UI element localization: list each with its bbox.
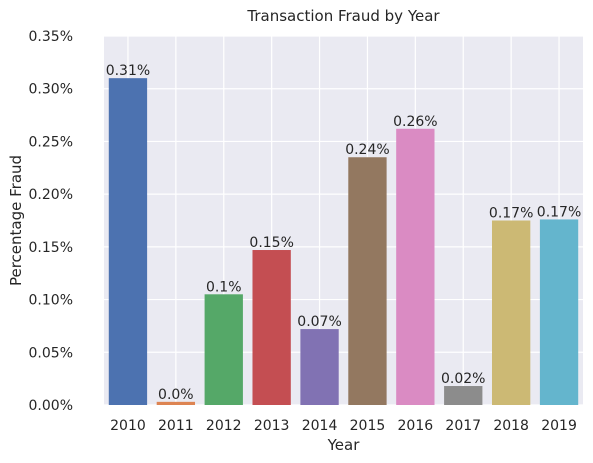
bar-2011 (156, 401, 196, 405)
x-tick-label: 2010 (110, 418, 146, 434)
y-tick-label: 0.35% (29, 29, 73, 45)
y-axis-title: Percentage Fraud (7, 155, 25, 286)
x-tick-label: 2014 (302, 418, 338, 434)
y-tick-label: 0.15% (29, 240, 73, 256)
x-tick-label: 2017 (445, 418, 481, 434)
chart-title: Transaction Fraud by Year (246, 7, 440, 25)
bar-2012 (204, 294, 243, 405)
bar-2014 (300, 329, 339, 405)
y-tick-label: 0.00% (29, 398, 73, 414)
y-axis-ticks: 0.00% 0.05% 0.10% 0.15% 0.20% 0.25% 0.30% 0.35% (29, 29, 73, 414)
data-labels: 0.31% 0.0% 0.1% 0.15% 0.07% 0.24%0.26% 0.02% 0.… (106, 63, 582, 403)
data-label-2018: 0.17% (489, 206, 533, 222)
x-tick-label: 2011 (158, 418, 194, 434)
bar-2010 (108, 78, 148, 406)
data-label-2011: 0.0% (158, 387, 194, 403)
data-label-2019: 0.17% (537, 204, 581, 220)
x-tick-label: 2013 (254, 418, 290, 434)
x-tick-label: 2015 (350, 418, 386, 434)
data-label-2016: 0.26% (393, 114, 437, 130)
bar-2015 (348, 157, 387, 405)
x-tick-label: 2018 (493, 418, 529, 434)
data-label-2013: 0.15% (249, 235, 293, 251)
bar-2017 (444, 386, 483, 405)
x-axis-ticks: 2010 2011 2012 2013 2014 2015 2016 2017 2018 2019 (110, 418, 577, 434)
bars (108, 78, 579, 406)
x-tick-label: 2019 (541, 418, 577, 434)
x-axis-title: Year (327, 436, 361, 454)
data-label-2015: 0.24% (345, 142, 389, 158)
x-tick-label: 2012 (206, 418, 242, 434)
data-label-2014: 0.07% (297, 314, 341, 330)
bar-2013 (252, 250, 291, 405)
bar-2018 (491, 220, 531, 405)
y-tick-label: 0.25% (29, 134, 73, 150)
bar-2016 (396, 128, 435, 405)
bar-2019 (539, 219, 579, 405)
y-tick-label: 0.30% (29, 82, 73, 98)
data-label-2012: 0.1% (206, 279, 242, 295)
y-tick-label: 0.20% (29, 187, 73, 203)
y-tick-label: 0.05% (29, 345, 73, 361)
data-label-2010: 0.31% (106, 63, 150, 79)
data-label-2017: 0.02% (441, 371, 485, 387)
x-tick-label: 2016 (398, 418, 434, 434)
y-tick-label: 0.10% (29, 293, 73, 309)
